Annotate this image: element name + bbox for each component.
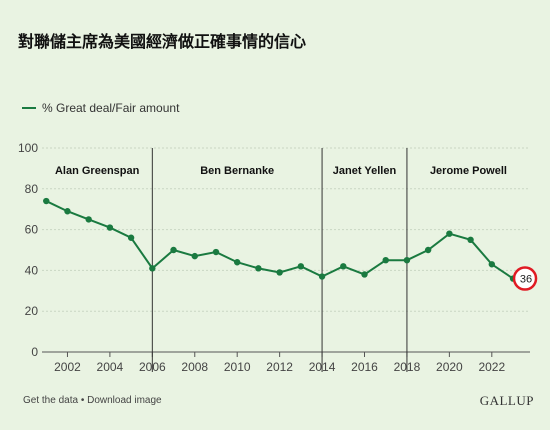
x-tick-label: 2002 (54, 360, 81, 374)
x-tick-label: 2012 (266, 360, 293, 374)
data-point (361, 271, 368, 278)
data-point (446, 230, 453, 237)
data-point (403, 257, 411, 264)
data-point (488, 261, 496, 268)
highlight-circle (512, 266, 538, 291)
y-tick-label: 20 (25, 304, 39, 318)
series-line (45, 200, 514, 280)
data-point (43, 197, 50, 205)
data-point (149, 265, 156, 272)
gallup-logo: GALLUP (479, 393, 534, 408)
x-tick-label: 2020 (436, 360, 463, 374)
data-point (424, 246, 432, 254)
y-tick-label: 100 (18, 141, 38, 155)
data-point (276, 269, 283, 276)
x-tick-label: 2016 (351, 360, 378, 374)
data-point (64, 208, 71, 215)
data-point (234, 259, 241, 266)
legend-swatch (22, 107, 36, 109)
data-point (170, 246, 177, 254)
footer-links[interactable]: Get the data • Download image (23, 395, 162, 406)
legend: % Great deal/Fair amount (22, 101, 179, 115)
data-label: 36 (520, 274, 532, 286)
legend-label: % Great deal/Fair amount (42, 101, 180, 115)
y-tick-label: 80 (25, 182, 39, 196)
y-tick-label: 0 (31, 345, 38, 359)
data-point (255, 265, 262, 272)
x-tick-label: 2008 (181, 360, 208, 374)
data-point (297, 263, 305, 270)
data-point (191, 252, 198, 260)
era-label: Jerome Powell (430, 165, 507, 177)
era-label: Ben Bernanke (200, 165, 274, 177)
era-label: Janet Yellen (333, 165, 397, 177)
x-tick-label: 2004 (97, 360, 124, 374)
data-point (467, 236, 474, 243)
data-point (212, 248, 220, 256)
chart-title: 對聯儲主席為美國經濟做正確事情的信心 (18, 32, 307, 51)
data-point (340, 263, 347, 270)
data-point (318, 273, 326, 280)
data-point (127, 234, 135, 241)
data-point (382, 257, 389, 264)
x-tick-label: 2010 (224, 360, 251, 374)
x-tick-label: 2022 (478, 360, 505, 374)
data-point (85, 216, 92, 223)
data-point (106, 224, 114, 231)
era-label: Alan Greenspan (55, 165, 140, 177)
y-tick-label: 40 (25, 263, 39, 277)
y-tick-label: 60 (25, 223, 39, 237)
